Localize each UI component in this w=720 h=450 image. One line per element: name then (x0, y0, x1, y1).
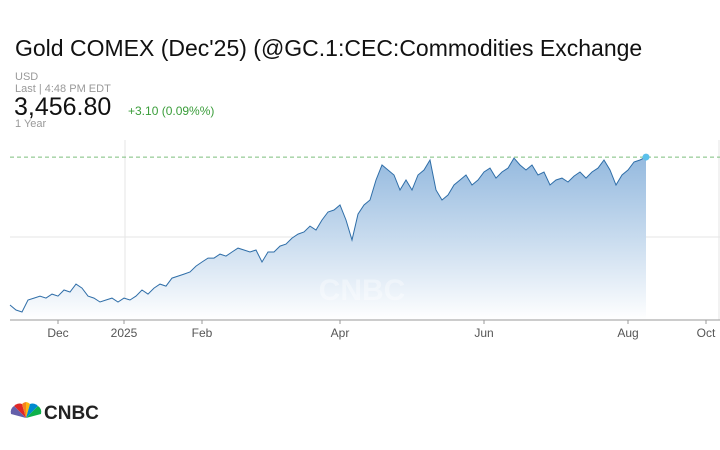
price: 3,456.80 (14, 93, 111, 121)
logo: CNBC (10, 402, 99, 424)
end-dot (642, 153, 650, 161)
x-tick-label: Aug (617, 326, 638, 340)
x-tick-label: Apr (331, 326, 350, 340)
logo-text: CNBC (44, 403, 99, 424)
chart-title: Gold COMEX (Dec'25) (@GC.1:CEC:Commoditi… (15, 35, 642, 61)
range: 1 Year (15, 118, 47, 130)
content: Gold COMEX (Dec'25) (@GC.1:CEC:Commoditi… (9, 35, 720, 424)
area (10, 157, 646, 320)
x-tick-label: Oct (697, 326, 716, 340)
x-tick-label: Feb (192, 326, 213, 340)
change: +3.10 (0.09%%) (128, 104, 214, 118)
line (9, 156, 647, 313)
x-tick-label: Dec (47, 326, 68, 340)
currency: USD (15, 71, 38, 83)
watermark: CNBC (319, 274, 406, 307)
last-time: Last | 4:48 PM EDT (15, 83, 111, 95)
x-tick-label: 2025 (111, 326, 138, 340)
plot: Dec 2025 Feb Apr Jun Aug Oct (9, 153, 720, 340)
x-tick-label: Jun (474, 326, 493, 340)
